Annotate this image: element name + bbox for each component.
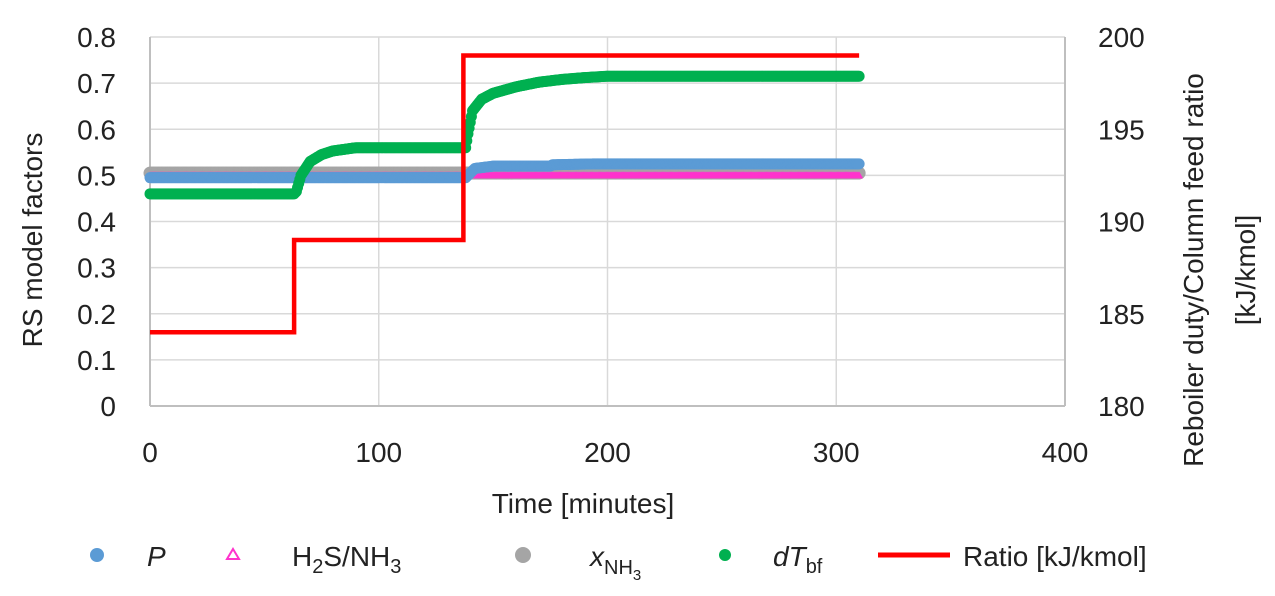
y-tick-label: 0.8 bbox=[77, 22, 116, 53]
y-tick-label: 0.6 bbox=[77, 114, 116, 145]
legend: P H2S/NH3 xNH3 dTbf Ratio [kJ/kmol] bbox=[90, 541, 1147, 584]
y-tick-label: 0.1 bbox=[77, 345, 116, 376]
tick-labels: 0 0.1 0.2 0.3 0.4 0.5 0.6 0.7 0.8 0 100 200 300 400 18… bbox=[77, 22, 1145, 468]
legend-marker-h2s-nh3 bbox=[225, 547, 241, 560]
y-tick-label: 0.7 bbox=[77, 68, 116, 99]
point-P bbox=[853, 158, 865, 170]
x-tick-label: 100 bbox=[355, 437, 402, 468]
grid bbox=[150, 36, 1066, 406]
x-tick-label: 400 bbox=[1042, 437, 1089, 468]
y-tick-label: 0.3 bbox=[77, 253, 116, 284]
y-tick-label: 0 bbox=[100, 391, 116, 422]
y2-tick-label: 180 bbox=[1098, 391, 1145, 422]
legend-marker-p bbox=[90, 548, 104, 562]
series-ratio bbox=[150, 53, 860, 335]
point-dtbf bbox=[853, 70, 865, 82]
legend-label-h2s-nh3: H2S/NH3 bbox=[292, 541, 401, 578]
x-tick-label: 0 bbox=[142, 437, 158, 468]
y2-axis-title-line1: Reboiler duty/Column feed ratio bbox=[1178, 73, 1209, 467]
point-ratio_h2s_nh3 bbox=[855, 171, 864, 179]
y2-tick-label: 195 bbox=[1098, 114, 1145, 145]
legend-label-x-nh3: xNH3 bbox=[588, 541, 641, 584]
x-axis-title: Time [minutes] bbox=[492, 488, 675, 519]
y2-tick-label: 185 bbox=[1098, 299, 1145, 330]
y2-axis-title-line2: [kJ/kmol] bbox=[1230, 215, 1261, 325]
series-line-ratio bbox=[150, 53, 860, 335]
y-tick-label: 0.2 bbox=[77, 299, 116, 330]
legend-label-ratio: Ratio [kJ/kmol] bbox=[963, 541, 1147, 572]
series-dtbf bbox=[144, 70, 865, 200]
legend-label-dtbf: dTbf bbox=[773, 541, 823, 578]
y-axis-title: RS model factors bbox=[17, 133, 48, 348]
y-tick-label: 0.5 bbox=[77, 160, 116, 191]
legend-marker-x-nh3 bbox=[515, 547, 531, 563]
legend-marker-dtbf bbox=[719, 549, 731, 561]
plot-area bbox=[143, 53, 866, 335]
y2-tick-label: 190 bbox=[1098, 207, 1145, 238]
y2-tick-label: 200 bbox=[1098, 22, 1145, 53]
axes bbox=[149, 37, 1066, 407]
legend-label-p: P bbox=[147, 541, 166, 572]
x-tick-label: 200 bbox=[584, 437, 631, 468]
y-tick-label: 0.4 bbox=[77, 207, 116, 238]
series-P bbox=[144, 158, 865, 184]
x-tick-label: 300 bbox=[813, 437, 860, 468]
